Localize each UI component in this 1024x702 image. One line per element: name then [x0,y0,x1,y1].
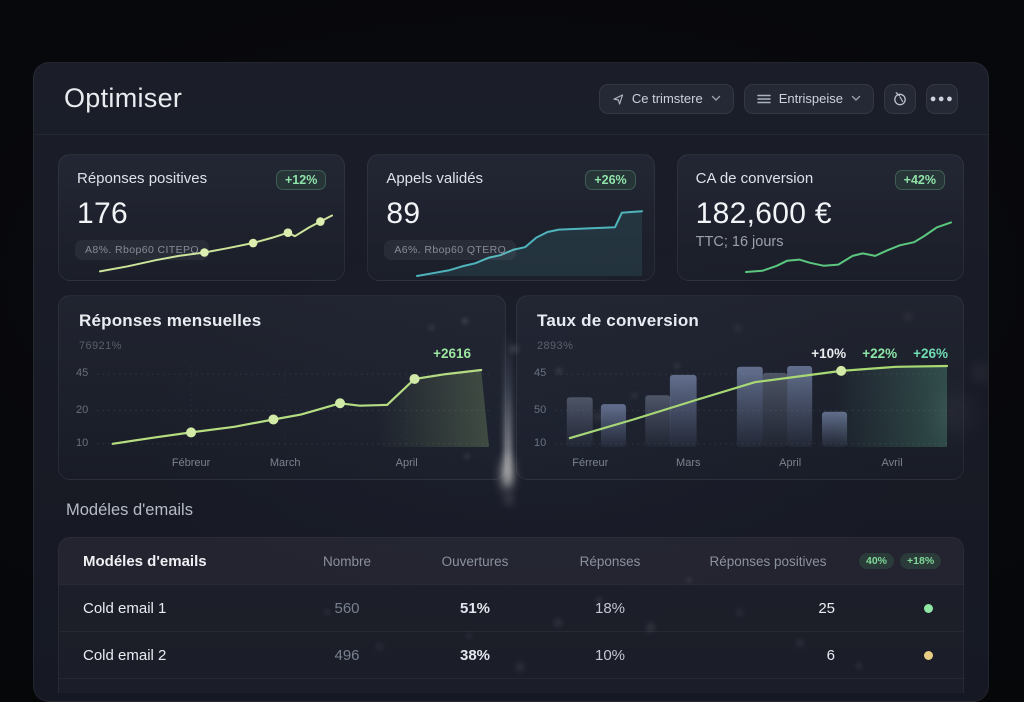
x-axis-label: April [395,457,418,469]
chart-title: Taux de conversion [537,311,699,330]
table-header-row: Modéles d'emails Nombre Ouvertures Répon… [59,538,963,584]
kpi-trend-badge: +26% [585,170,636,190]
period-filter-label: Ce trimstere [631,91,703,106]
page-title: Optimiser [64,83,183,113]
column-header-nombre: Nombre [322,553,371,569]
x-axis-label: Férreur [572,457,609,469]
cursor-icon [612,93,624,105]
chart-reponses-mensuelles: Réponses mensuelles 76921% +2616 45 20 10 F… [58,295,506,480]
kpi-row: Réponses positives +12% 176 A8%. Rbop60 … [58,154,964,281]
header-badges: 40% +18% [859,553,942,569]
cell-reponses-positives: 25 [818,599,835,617]
kpi-trend-badge: +12% [276,170,327,190]
header-badge: 40% [859,553,895,569]
cell-reponses-positives: 6 [826,646,835,664]
status-dot [924,603,933,613]
kpi-sublabel: A6%. Rbop60 QTERQ [384,240,517,260]
kpi-card-reponses-positives: Réponses positives +12% 176 A8%. Rbop60 … [58,154,346,281]
kpi-trend-badge: +42% [894,170,945,190]
chart-taux-de-conversion: Taux de conversion 2893% +10% +22% +26% 45… [516,295,964,480]
column-header-modeles: Modéles d'emails [83,552,207,570]
chevron-down-icon [851,95,861,102]
cell-name: Cold email 1 [83,599,167,617]
y-axis-tick: 10 [534,436,547,449]
kpi-card-ca-conversion: CA de conversion +42% 182,600 € TTC; 16 … [676,154,964,281]
cell-reponses: 18% [594,599,626,617]
kpi-value: 182,600 € [695,197,832,230]
cell-nombre: 496 [334,646,360,664]
section-title-modeles-emails: Modéles d'emails [66,501,193,519]
table-row-partial [59,678,963,693]
kpi-title: Réponses positives [77,170,208,187]
axis-note: 2893% [537,340,574,352]
chart-annotation: +10% [811,346,847,361]
kpi-card-appels-valides: Appels validés +26% 89 A6%. Rbop60 QTERQ [367,154,655,281]
column-header-reponses: Réponses [579,553,641,569]
org-filter-button[interactable]: Entrispeise [743,83,874,114]
x-axis-label: Avril [881,457,903,469]
cell-reponses: 10% [594,646,626,664]
chart-annotation: +2616 [433,346,471,361]
y-axis-tick: 50 [534,403,547,416]
dashboard-header: Optimiser Ce trimstere Entrispeise [34,63,988,135]
cell-ouvertures: 51% [459,599,491,617]
bokeh-glow [970,363,988,383]
charts-row: Réponses mensuelles 76921% +2616 45 20 10 F… [58,295,964,480]
kpi-sublabel: A8%. Rbop60 CITEPO [75,240,209,260]
chevron-down-icon [711,95,721,102]
ellipsis-icon: ●●● [929,92,955,105]
y-axis-tick: 20 [76,403,89,416]
chart-annotation: +22% [862,346,898,361]
y-axis-tick: 45 [534,367,547,380]
column-header-reponses-positives: Réponses positives [709,553,827,569]
table-row-cold-email-2[interactable]: Cold email 2 496 38% 10% 6 [59,631,963,678]
kpi-value: 176 [77,197,128,230]
more-options-button[interactable]: ●●● [926,83,958,114]
y-axis-tick: 45 [76,367,89,380]
emails-table: Modéles d'emails Nombre Ouvertures Répon… [58,537,964,693]
cell-ouvertures: 38% [459,646,491,664]
kpi-sublabel: TTC; 16 jours [695,234,784,250]
kpi-title: Appels validés [386,170,484,187]
cell-name: Cold email 2 [83,646,167,664]
chart-annotations: +10% +22% +26% [811,346,948,361]
history-icon [892,91,908,107]
chart-title: Réponses mensuelles [79,311,262,330]
header-controls: Ce trimstere Entrispeise [598,83,958,114]
cell-nombre: 560 [334,599,360,617]
x-axis-label: Fébreur [171,457,211,469]
kpi-title: CA de conversion [695,170,814,187]
y-axis-tick: 10 [76,436,89,449]
bar-chart-plot [555,364,949,447]
kpi-value: 89 [386,197,421,230]
table-row-cold-email-1[interactable]: Cold email 1 560 51% 18% 25 [59,584,963,631]
status-dot [924,650,933,660]
axis-note: 76921% [79,340,122,352]
history-button[interactable] [884,83,916,114]
menu-icon [756,94,771,104]
line-chart-plot [97,366,490,447]
x-axis-label: Mars [676,457,701,469]
x-axis-label: April [779,457,802,469]
x-axis-label: March [269,457,301,469]
header-badge: +18% [900,553,942,569]
dashboard-panel: Optimiser Ce trimstere Entrispeise [33,62,989,702]
column-header-ouvertures: Ouvertures [441,553,509,569]
org-filter-label: Entrispeise [778,91,843,106]
chart-annotation: +26% [913,346,948,361]
period-filter-button[interactable]: Ce trimstere [598,83,734,114]
